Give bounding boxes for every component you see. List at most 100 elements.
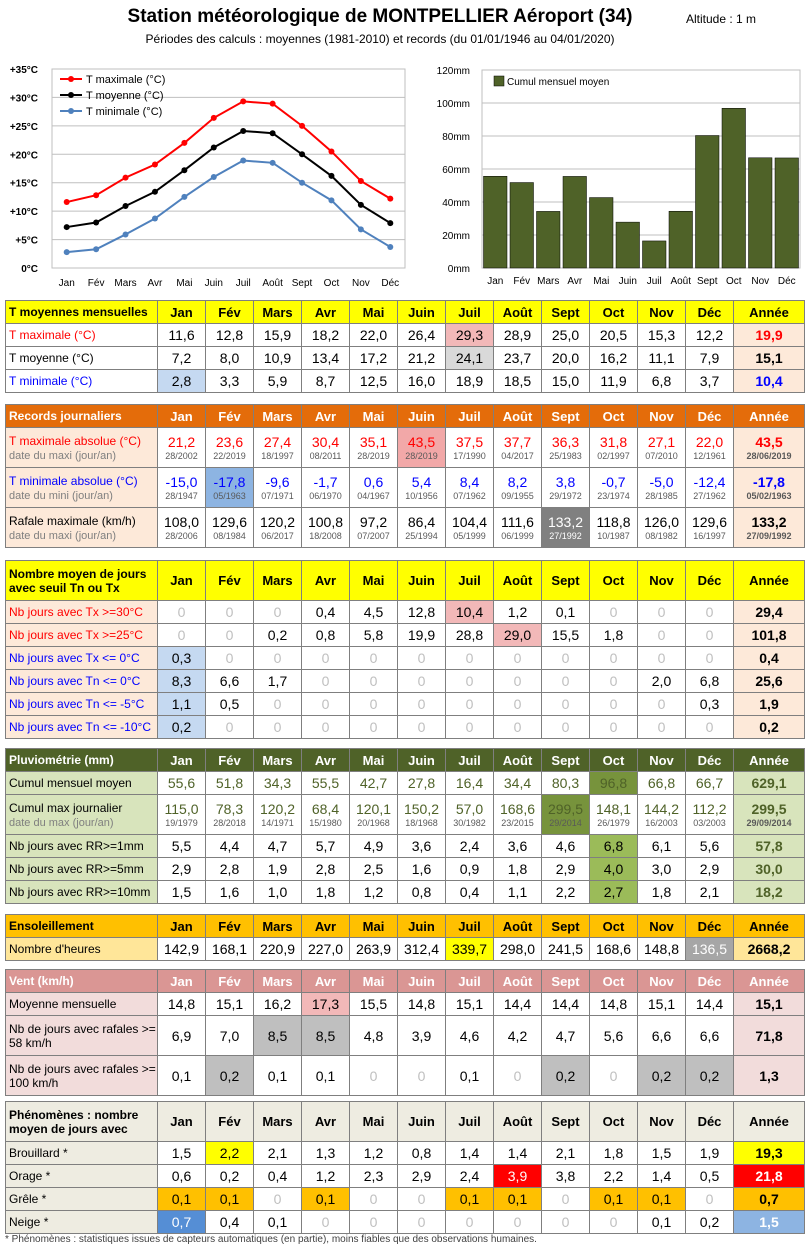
temp-point — [151, 161, 158, 168]
value-cell: 23,6 22/2019 — [205, 427, 254, 468]
value-cell: 6,8 — [589, 834, 638, 858]
month-header: Sept — [541, 914, 590, 938]
table-header-row: Phénomènes : nombre moyen de jours avec J… — [5, 1101, 805, 1142]
table-row: Rafale maximale (km/h) date du maxi (jour… — [5, 507, 805, 548]
month-header: Juil — [445, 560, 494, 601]
value-cell: 4,8 — [349, 1015, 398, 1056]
month-header: Juil — [445, 748, 494, 772]
month-header: Avr — [301, 560, 350, 601]
temp-x-tick: Mai — [176, 278, 192, 289]
value-cell: 0,7 — [157, 1210, 206, 1234]
cell-value: 78,3 — [215, 800, 244, 817]
month-header: Nov — [637, 748, 686, 772]
value-cell: 0 — [541, 669, 590, 693]
value-cell: 0 — [541, 715, 590, 739]
temp-point — [269, 130, 276, 137]
temp-y-tick: +20°C — [10, 150, 38, 161]
value-cell: 0 — [349, 1187, 398, 1211]
footnote: * Phénomènes : statistiques issues de ca… — [5, 1234, 537, 1245]
temp-point — [299, 179, 306, 186]
value-cell: 0 — [493, 715, 542, 739]
cell-date: 07/1971 — [261, 490, 294, 501]
temp-point — [63, 249, 70, 256]
value-cell: 22,0 12/1961 — [685, 427, 734, 468]
rain-bar — [536, 211, 561, 269]
temp-series-line — [66, 100, 391, 204]
month-header: Nov — [637, 969, 686, 993]
month-header: Mai — [349, 560, 398, 601]
value-cell: 0 — [589, 600, 638, 624]
cell-date: 06/2017 — [261, 530, 294, 541]
value-cell: 1,9 — [685, 1141, 734, 1165]
value-cell: 0 — [493, 669, 542, 693]
value-cell: 2,5 — [349, 857, 398, 881]
table-row: Cumul max journalier date du max (jour/an… — [5, 794, 805, 835]
value-cell: 6,6 — [205, 669, 254, 693]
year-cell: 25,6 — [733, 669, 805, 693]
value-cell: 241,5 — [541, 937, 590, 961]
section-title: T moyennes mensuelles — [5, 300, 158, 324]
value-cell: 129,6 16/1997 — [685, 507, 734, 548]
value-cell: 0,1 — [445, 1187, 494, 1211]
temp-x-tick: Mars — [114, 278, 136, 289]
cell-value: 104,4 — [451, 513, 488, 530]
value-cell: 0,1 — [301, 1187, 350, 1211]
table-row: Nb jours avec Tx >=30°C 0 0 0 0,4 4,5 12,8 10,4… — [5, 600, 805, 624]
value-cell: 24,1 — [445, 346, 494, 370]
year-cell: 19,3 — [733, 1141, 805, 1165]
month-header: Avr — [301, 914, 350, 938]
month-header: Fév — [205, 1101, 254, 1142]
value-cell: 4,0 — [589, 857, 638, 881]
temp-point — [210, 174, 217, 181]
value-cell: 0,8 — [397, 1141, 446, 1165]
cell-date: 20/1968 — [357, 817, 390, 828]
cell-value: -17,8 — [213, 473, 246, 490]
month-header: Jan — [157, 969, 206, 993]
value-cell: 96,8 — [589, 771, 638, 795]
row-label: Nb jours avec Tn <= 0°C — [5, 669, 158, 693]
month-header: Mars — [253, 300, 302, 324]
cell-date: 27/1962 — [693, 490, 726, 501]
temp-x-tick: Avr — [148, 278, 163, 289]
value-cell: 15,0 — [541, 369, 590, 393]
rain-bar — [483, 176, 508, 269]
value-cell: 8,2 09/1955 — [493, 467, 542, 508]
value-cell: 0 — [685, 646, 734, 670]
value-cell: 31,8 02/1997 — [589, 427, 638, 468]
value-cell: 2,1 — [541, 1141, 590, 1165]
value-cell: 10,4 — [445, 600, 494, 624]
value-cell: 1,3 — [301, 1141, 350, 1165]
cell-date: 19/1979 — [165, 817, 198, 828]
cell-date: 16/2003 — [645, 817, 678, 828]
value-cell: -17,8 05/1963 — [205, 467, 254, 508]
month-header: Oct — [589, 969, 638, 993]
year-cell: 57,8 — [733, 834, 805, 858]
value-cell: 18,2 — [301, 323, 350, 347]
value-cell: 0 — [205, 715, 254, 739]
cell-date: 25/1994 — [405, 530, 438, 541]
table-row: T maximale (°C) 11,6 12,8 15,9 18,2 22,0 26,4 2… — [5, 323, 805, 347]
month-header: Déc — [685, 748, 734, 772]
value-cell: 8,3 — [157, 669, 206, 693]
year-cell: 0,7 — [733, 1187, 805, 1211]
value-cell: 15,5 — [541, 623, 590, 647]
month-header: Mars — [253, 914, 302, 938]
row-label-text: T maximale absolue (°C) — [9, 433, 141, 448]
value-cell: 0 — [397, 1187, 446, 1211]
cell-value: 35,1 — [359, 433, 388, 450]
temp-point — [240, 98, 247, 105]
month-header: Sept — [541, 560, 590, 601]
cell-date: 05/1999 — [453, 530, 486, 541]
value-cell: 0,1 — [157, 1055, 206, 1096]
value-cell: 1,2 — [349, 880, 398, 904]
value-cell: 97,2 07/2007 — [349, 507, 398, 548]
value-cell: 133,2 27/1992 — [541, 507, 590, 548]
month-header: Mars — [253, 404, 302, 428]
legend-marker — [68, 108, 74, 114]
cell-value: 30,4 — [311, 433, 340, 450]
value-cell: 0 — [541, 1210, 590, 1234]
value-cell: 15,1 — [205, 992, 254, 1016]
rain-x-tick: Oct — [726, 276, 742, 287]
value-cell: 23,7 — [493, 346, 542, 370]
temp-x-tick: Fév — [88, 278, 105, 289]
